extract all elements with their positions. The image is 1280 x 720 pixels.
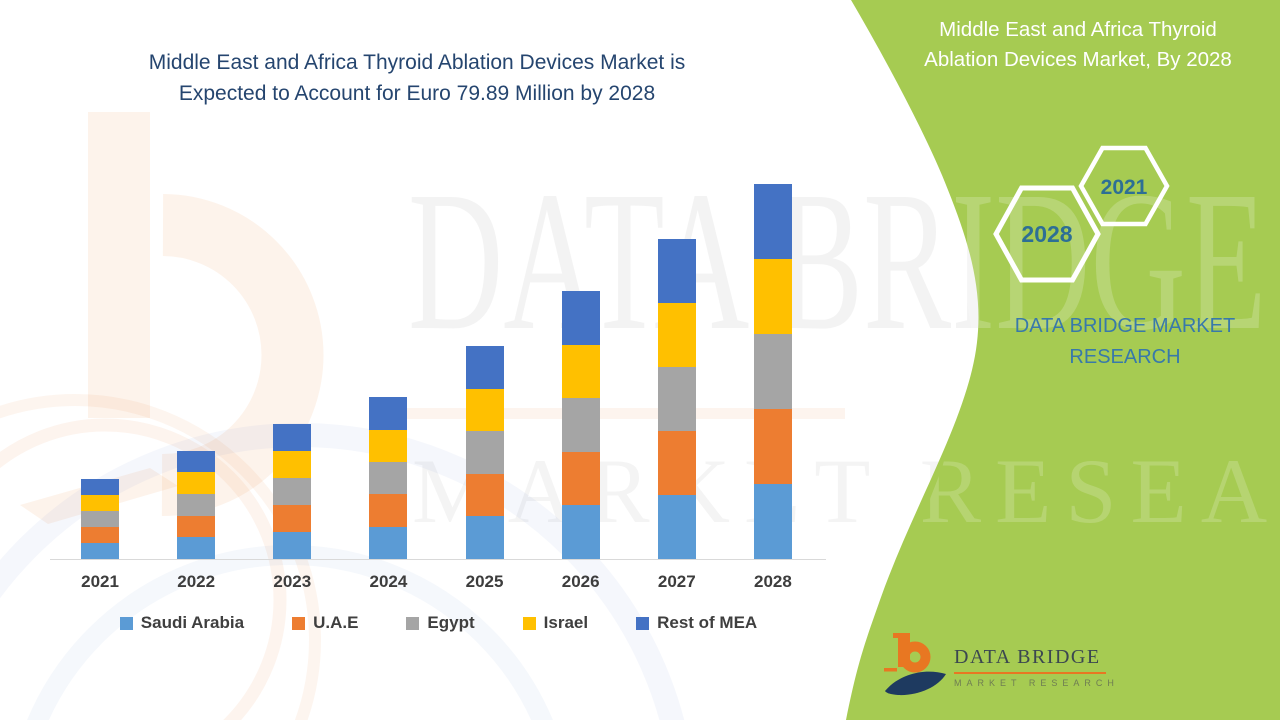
legend-label-U.A.E: U.A.E <box>313 613 359 632</box>
legend-item-Rest of MEA: Rest of MEA <box>636 613 757 633</box>
legend-swatch-Israel <box>522 616 536 630</box>
brand-text: DATA BRIDGE MARKET RESEARCH <box>990 311 1260 373</box>
bar-segment-2021-Rest of MEA <box>81 479 120 496</box>
brand-text-line2: RESEARCH <box>1069 346 1181 368</box>
logo-rule <box>954 672 1106 674</box>
bar-segment-2028-U.A.E <box>753 409 792 484</box>
bar-segment-2023-Rest of MEA <box>273 424 312 452</box>
legend-swatch-Saudi Arabia <box>119 616 133 630</box>
legend-swatch-U.A.E <box>292 616 306 630</box>
bar-segment-2027-Rest of MEA <box>657 238 696 303</box>
legend-label-Israel: Israel <box>543 613 589 632</box>
bar-segment-2021-Israel <box>81 495 120 512</box>
bar-2024 <box>369 397 408 559</box>
x-axis-labels: 2021 2022 2023 2024 2025 2026 2027 2028 <box>52 572 821 594</box>
legend-item-Saudi Arabia: Saudi Arabia <box>119 613 245 633</box>
bar-2026 <box>561 291 600 559</box>
brand-text-line1: DATA BRIDGE MARKET <box>1014 315 1236 337</box>
bar-segment-2023-Saudi Arabia <box>273 532 312 559</box>
legend-item-U.A.E: U.A.E <box>292 613 358 633</box>
chart-title-line1: Middle East and Africa Thyroid Ablation … <box>148 51 686 74</box>
bar-segment-2021-U.A.E <box>81 527 120 544</box>
bar-segment-2026-Egypt <box>561 398 600 452</box>
bar-segment-2022-Saudi Arabia <box>177 537 216 559</box>
legend-item-Israel: Israel <box>522 613 589 633</box>
data-bridge-logo: DATA BRIDGE MARKET RESEARCH <box>884 627 1124 713</box>
bar-segment-2022-Rest of MEA <box>177 450 216 473</box>
panel-title: Middle East and Africa Thyroid Ablation … <box>886 15 1270 75</box>
x-axis-line <box>50 559 826 560</box>
bar-2028 <box>753 184 792 559</box>
x-tick-2026: 2026 <box>561 572 600 591</box>
plot-area <box>52 184 821 559</box>
panel-title-line1: Middle East and Africa Thyroid <box>939 18 1217 41</box>
bar-segment-2024-U.A.E <box>369 494 408 527</box>
bar-segment-2027-U.A.E <box>657 430 696 495</box>
legend-swatch-Egypt <box>406 616 420 630</box>
bar-segment-2021-Saudi Arabia <box>81 543 120 559</box>
legend-label-Rest of MEA: Rest of MEA <box>657 613 758 632</box>
bar-segment-2023-U.A.E <box>273 505 312 533</box>
bar-segment-2027-Israel <box>657 302 696 367</box>
bar-segment-2026-Israel <box>561 344 600 399</box>
bar-segment-2028-Israel <box>753 259 792 334</box>
bar-segment-2021-Egypt <box>81 511 120 528</box>
bar-2027 <box>657 238 696 559</box>
bar-segment-2026-Saudi Arabia <box>561 505 600 559</box>
bar-segment-2025-Saudi Arabia <box>465 516 504 559</box>
chart-title-line2: Expected to Account for Euro 79.89 Milli… <box>178 82 656 105</box>
legend-label-Egypt: Egypt <box>427 613 475 632</box>
bar-2022 <box>177 450 216 559</box>
bar-segment-2025-Israel <box>465 388 504 432</box>
bar-segment-2024-Saudi Arabia <box>369 526 408 559</box>
x-tick-2027: 2027 <box>657 572 696 591</box>
bar-segment-2028-Rest of MEA <box>753 184 792 259</box>
x-tick-2024: 2024 <box>369 572 408 591</box>
bar-segment-2022-Israel <box>177 472 216 494</box>
bar-2025 <box>465 346 504 559</box>
bar-segment-2022-U.A.E <box>177 515 216 538</box>
bar-segment-2028-Saudi Arabia <box>753 484 792 559</box>
bar-segment-2025-Rest of MEA <box>465 346 504 389</box>
x-tick-2025: 2025 <box>465 572 504 591</box>
logo-name: DATA BRIDGE <box>954 646 1101 668</box>
bar-segment-2024-Egypt <box>369 462 408 495</box>
x-tick-2028: 2028 <box>754 572 792 591</box>
chart-title: Middle East and Africa Thyroid Ablation … <box>58 47 776 109</box>
panel-title-line2: Ablation Devices Market, By 2028 <box>924 48 1232 71</box>
bar-segment-2028-Egypt <box>753 334 792 409</box>
bar-segment-2025-Egypt <box>465 431 504 474</box>
hexagon-label-2028: 2028 <box>1021 221 1073 247</box>
legend-label-Saudi Arabia: Saudi Arabia <box>140 613 245 632</box>
data-bridge-logo-icon <box>884 633 946 696</box>
bar-segment-2023-Israel <box>273 451 312 479</box>
x-tick-2021: 2021 <box>81 572 119 591</box>
bar-segment-2027-Egypt <box>657 366 696 431</box>
logo-text-block: DATA BRIDGE MARKET RESEARCH <box>954 627 1119 713</box>
legend-item-Egypt: Egypt <box>406 613 475 633</box>
bar-segment-2025-U.A.E <box>465 473 504 517</box>
bar-segment-2022-Egypt <box>177 493 216 516</box>
bar-segment-2027-Saudi Arabia <box>657 494 696 559</box>
bar-2021 <box>81 479 120 559</box>
logo-tagline: MARKET RESEARCH <box>954 678 1119 688</box>
hexagon-label-2021: 2021 <box>1100 176 1148 199</box>
bar-segment-2024-Rest of MEA <box>369 397 408 430</box>
legend: Saudi Arabia U.A.E Egypt Israel Rest of MEA <box>52 613 825 633</box>
x-tick-2023: 2023 <box>273 572 312 591</box>
bar-segment-2026-Rest of MEA <box>561 291 600 345</box>
bar-segment-2026-U.A.E <box>561 451 600 506</box>
bar-2023 <box>273 424 312 559</box>
bar-segment-2023-Egypt <box>273 478 312 506</box>
x-tick-2022: 2022 <box>177 572 216 591</box>
legend-swatch-Rest of MEA <box>636 616 650 630</box>
bar-segment-2024-Israel <box>369 429 408 463</box>
